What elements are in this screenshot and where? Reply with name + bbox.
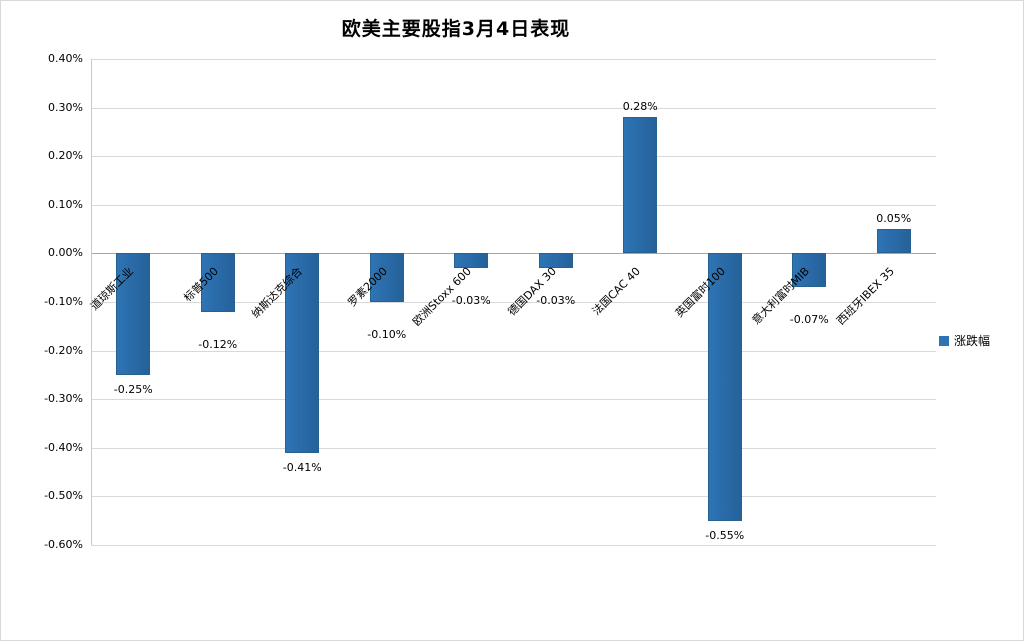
y-tick-label: -0.50% [44,489,83,503]
y-tick-label: -0.30% [44,392,83,406]
data-label: -0.55% [705,528,745,542]
y-tick-label: 0.00% [48,246,83,260]
gridline [91,350,936,352]
category-label: 西班牙IBEX 35 [833,265,897,328]
data-label: 0.28% [622,100,658,114]
bar-series-0-item-4 [454,253,489,268]
legend-label: 涨跌幅 [954,334,991,348]
y-tick-label: 0.20% [48,149,83,163]
data-label: -0.25% [113,382,153,396]
gridline [91,399,936,401]
bar-series-0-item-1 [200,253,235,312]
chart-title: 欧美主要股指3月4日表现 [341,18,571,40]
gridline [91,156,936,158]
y-tick-label: -0.40% [44,440,83,454]
bar-series-0-item-8 [792,253,827,288]
gridline [91,302,936,303]
y-tick-label: -0.60% [44,538,83,551]
y-tick-label: 0.10% [48,197,83,211]
gridline [91,545,936,546]
legend-swatch-icon [939,335,949,346]
y-tick-label: 0.30% [48,100,83,114]
gridline [91,204,936,206]
data-label: 0.05% [876,212,912,226]
bar-series-0-item-6 [623,117,658,254]
bar-series-0-item-3 [369,253,404,302]
category-label: 法国CAC 40 [590,265,644,319]
bar-series-0-item-9 [876,229,911,254]
gridline [91,447,936,449]
bar-series-0-item-5 [538,253,573,268]
y-axis-line [91,59,92,545]
category-label: 德国DAX 30 [505,265,559,319]
y-tick-label: -0.10% [44,295,83,308]
data-label: -0.03% [536,293,576,307]
zero-axis-line [91,253,936,255]
legend: 涨跌幅 [939,332,990,349]
bar-series-0-item-0 [116,253,151,375]
data-label: -0.12% [198,337,238,351]
data-label: -0.41% [282,460,322,474]
gridline [91,107,936,109]
data-label: -0.07% [789,313,829,327]
y-tick-label: 0.40% [48,52,83,65]
data-label: -0.03% [451,293,491,307]
bar-series-0-item-2 [285,253,320,453]
gridline [91,59,936,60]
bar-series-0-item-7 [707,253,742,521]
y-tick-label: -0.20% [44,343,83,357]
data-label: -0.10% [367,328,407,341]
gridline [91,496,936,498]
